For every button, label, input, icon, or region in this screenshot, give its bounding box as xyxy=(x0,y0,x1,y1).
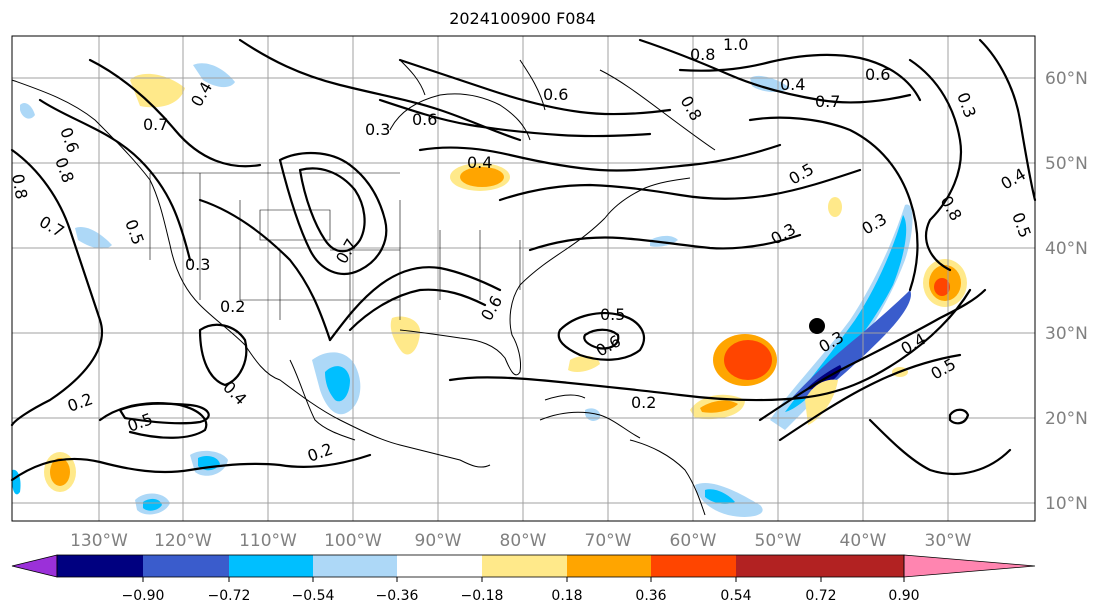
political-borders xyxy=(149,172,521,320)
colorbar-segment xyxy=(651,555,736,577)
contour-label: 0.2 xyxy=(631,393,656,412)
colorbar-tick-label: −0.72 xyxy=(208,588,251,604)
coastlines xyxy=(11,59,716,516)
chart-title: 2024100900 F084 xyxy=(449,9,596,28)
lon-label: 60°W xyxy=(670,531,717,551)
colorbar-segment xyxy=(736,555,821,577)
colorbar-segment xyxy=(397,555,482,577)
lon-label: 100°W xyxy=(324,531,382,551)
contour-label: 0.4 xyxy=(467,153,492,172)
lon-label: 120°W xyxy=(154,531,212,551)
graticule xyxy=(12,36,1035,521)
colorbar-segment xyxy=(821,555,904,577)
colorbar-tick-label: 0.36 xyxy=(635,588,666,604)
contour-label: 1.0 xyxy=(723,35,748,54)
colorbar-tick-label: 0.54 xyxy=(720,588,751,604)
colorbar-tick-label: −0.18 xyxy=(461,588,504,604)
contour-label: 0.7 xyxy=(815,92,840,111)
contour-label: 0.8 xyxy=(8,172,31,200)
contour-label: 0.6 xyxy=(543,85,568,104)
contour-label: 0.6 xyxy=(412,110,437,129)
lon-label: 40°W xyxy=(840,531,887,551)
contour-label: 0.5 xyxy=(600,305,625,324)
colorbar-tick-label: −0.36 xyxy=(376,588,419,604)
colorbar-tick-label: −0.54 xyxy=(292,588,335,604)
lon-label: 30°W xyxy=(925,531,972,551)
lat-label: 60°N xyxy=(1045,69,1088,89)
storm-center-marker xyxy=(809,318,825,334)
colorbar-tick-label: −0.90 xyxy=(122,588,165,604)
lat-label: 10°N xyxy=(1045,494,1088,514)
colorbar-segment xyxy=(143,555,229,577)
colorbar-segment xyxy=(313,555,397,577)
colorbar-segment xyxy=(229,555,313,577)
lat-label: 30°N xyxy=(1045,324,1088,344)
contour-label: 0.3 xyxy=(185,255,210,274)
latitude-labels: 60°N 50°N 40°N 30°N 20°N 10°N xyxy=(1045,69,1088,514)
contour-lines xyxy=(10,38,1037,482)
contour-label: 0.3 xyxy=(365,120,390,139)
lat-label: 40°N xyxy=(1045,239,1088,259)
colorbar-segment xyxy=(57,555,143,577)
lon-label: 50°W xyxy=(755,531,802,551)
contour-label: 0.6 xyxy=(865,65,890,84)
colorbar-extend-left xyxy=(11,554,58,578)
colorbar-tick-label: 0.90 xyxy=(888,588,919,604)
longitude-labels: 130°W 120°W 110°W 100°W 90°W 80°W 70°W 6… xyxy=(70,531,972,551)
colorbar-tick-label: 0.72 xyxy=(805,588,836,604)
lon-label: 110°W xyxy=(239,531,297,551)
colorbar: −0.90 −0.72 −0.54 −0.36 −0.18 0.18 0.36 … xyxy=(11,554,1036,604)
lon-label: 70°W xyxy=(585,531,632,551)
lat-label: 50°N xyxy=(1045,154,1088,174)
lon-label: 130°W xyxy=(70,531,128,551)
contour-label: 0.2 xyxy=(220,297,245,316)
contour-label: 0.8 xyxy=(690,45,715,64)
map-frame xyxy=(11,35,1036,522)
colorbar-extend-right xyxy=(903,554,1036,578)
shading-layer xyxy=(12,63,967,517)
contour-label: 0.7 xyxy=(143,115,168,134)
colorbar-segment xyxy=(482,555,567,577)
lon-label: 80°W xyxy=(500,531,547,551)
lat-label: 20°N xyxy=(1045,409,1088,429)
lon-label: 90°W xyxy=(415,531,462,551)
colorbar-tick-label: 0.18 xyxy=(551,588,582,604)
colorbar-segment xyxy=(567,555,651,577)
contour-label: 0.4 xyxy=(780,75,805,94)
